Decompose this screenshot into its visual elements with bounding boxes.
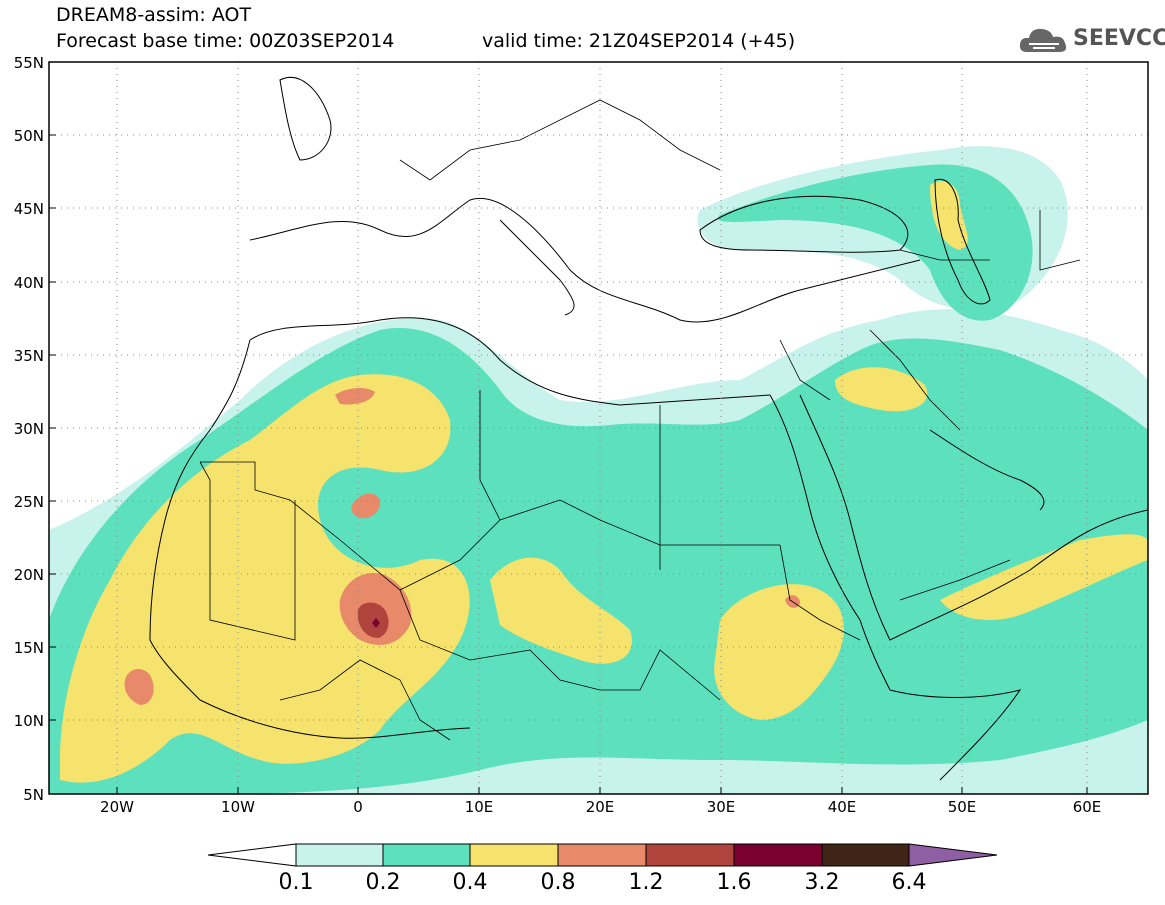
country-borders [199, 99, 1081, 741]
lon-label: 10W [221, 798, 255, 816]
lat-label: 30N [14, 420, 44, 438]
lon-label: 30E [707, 798, 736, 816]
lat-label: 10N [14, 712, 44, 730]
border-sahara-horizontal [200, 461, 661, 591]
border-iran-iraq [869, 329, 961, 431]
lon-label: 10E [465, 798, 494, 816]
lat-label: 35N [14, 347, 44, 365]
colorbar-swatch [557, 843, 647, 867]
aot-contour-0-4-sudan [714, 584, 844, 720]
coastline-mediterranean [249, 317, 771, 406]
coastline-italy [499, 219, 575, 316]
lat-label: 55N [14, 54, 44, 72]
aot-contour-1-2 [357, 602, 389, 638]
aot-contour-0-8-senegal [124, 668, 154, 705]
coastline-red-sea [769, 394, 891, 691]
lat-label: 20N [14, 566, 44, 584]
aot-contour-0-4-arabia [835, 367, 928, 412]
coastline-uk [279, 76, 332, 161]
seevccc-logo: SEEVCCC [1017, 22, 1165, 58]
coastline-europe [249, 198, 921, 323]
lon-label: 40E [828, 798, 857, 816]
border-niger-chad [399, 589, 721, 701]
coastline-horn-of-africa [889, 689, 1022, 781]
colorbar-label: 1.6 [716, 870, 752, 895]
colorbar-label: 0.1 [278, 870, 314, 895]
map-title: DREAM8-assim: AOT [56, 4, 252, 26]
forecast-base-time: Forecast base time: 00Z03SEP2014 [56, 30, 395, 52]
border-arabia-yemen [899, 559, 1011, 601]
colorbar [207, 843, 998, 867]
colorbar-label: 0.8 [540, 870, 576, 895]
colorbar-label: 3.2 [804, 870, 840, 895]
lon-label: 20E [586, 798, 615, 816]
lat-labels: 55N 50N 45N 40N 35N 30N 25N 20N 15N 10N … [14, 54, 44, 804]
valid-time: valid time: 21Z04SEP2014 (+45) [482, 30, 796, 52]
colorbar-swatch [382, 843, 471, 867]
colorbar-swatch [733, 843, 823, 867]
lon-label: 50E [948, 798, 977, 816]
graticule [49, 62, 1148, 794]
border-europe [399, 99, 721, 181]
lon-labels: 20W 10W 0 10E 20E 30E 40E 50E 60E [100, 798, 1101, 816]
aot-contour-0-4-caspian [930, 181, 968, 250]
lat-label: 45N [14, 200, 44, 218]
colorbar-low-arrow [207, 843, 297, 867]
aot-contour-0-4-oman [940, 534, 1148, 620]
logo-text: SEEVCCC [1073, 26, 1165, 51]
border-nigeria [279, 659, 451, 741]
colorbar-label: 0.4 [452, 870, 488, 895]
colorbar-swatch [821, 843, 910, 867]
coastline-caspian [934, 178, 991, 305]
border-mauritania-mali [199, 461, 296, 641]
border-levant [779, 339, 831, 401]
lat-label: 5N [23, 786, 44, 804]
lon-label: 0 [353, 798, 363, 816]
aot-contour-0-4-central [490, 557, 632, 664]
coastlines [149, 76, 1148, 781]
aot-contour-0-4-west [60, 374, 470, 783]
tick-marks [49, 134, 1088, 794]
colorbar-high-arrow [908, 843, 998, 867]
lon-label: 60E [1073, 798, 1102, 816]
aot-contour-0-8-algeria [351, 493, 381, 519]
lat-label: 50N [14, 127, 44, 145]
cloud-icon [1019, 28, 1067, 52]
colorbar-swatch [469, 843, 559, 867]
colorbar-label: 0.2 [365, 870, 401, 895]
lat-label: 25N [14, 493, 44, 511]
lat-label: 15N [14, 639, 44, 657]
colorbar-swatch [295, 843, 384, 867]
aot-contour-0-8-morocco [335, 388, 375, 405]
coastline-arabia [799, 394, 1148, 641]
colorbar-label: 1.2 [628, 870, 664, 895]
border-caucasus-turkey [899, 210, 1081, 271]
lat-label: 40N [14, 274, 44, 292]
colorbar-label: 6.4 [891, 870, 927, 895]
border-libya-egypt-sudan [479, 390, 780, 546]
border-sudan-ethiopia [779, 544, 861, 641]
aot-field [49, 146, 1148, 794]
coastline-west-africa [149, 339, 471, 739]
lon-label: 20W [100, 798, 134, 816]
colorbar-swatch [645, 843, 735, 867]
coastline-persian-gulf [929, 429, 1045, 511]
aot-contour-1-6 [372, 618, 380, 628]
